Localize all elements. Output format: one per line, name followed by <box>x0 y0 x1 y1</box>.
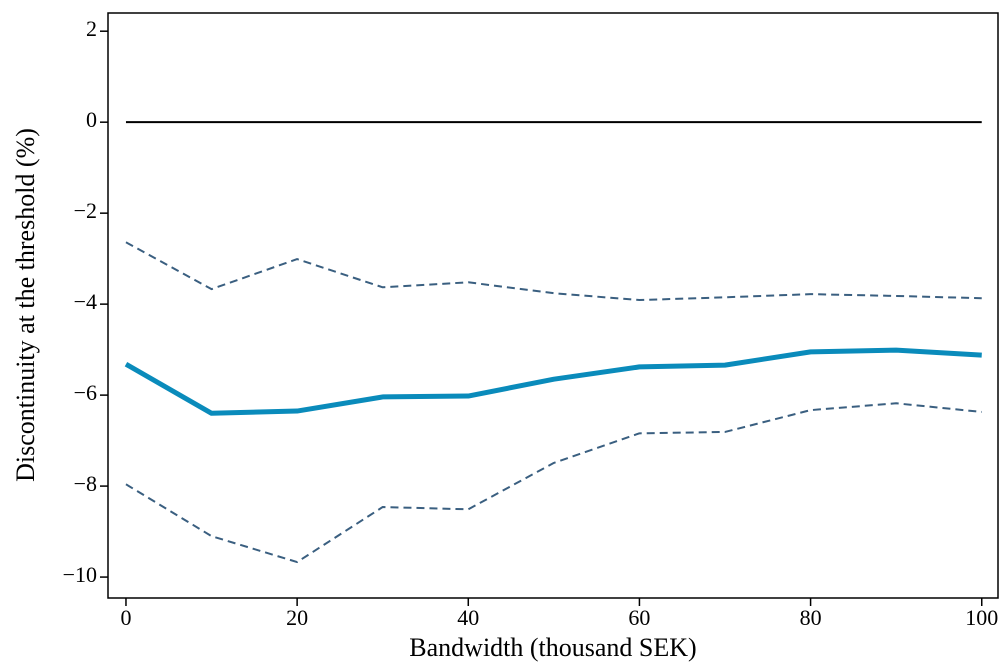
y-tick-label: −2 <box>74 198 97 223</box>
y-tick-label: −8 <box>74 471 97 496</box>
y-tick-label: 0 <box>86 107 97 132</box>
y-tick-label: 2 <box>86 16 97 41</box>
y-axis-label: Discontinuity at the threshold (%) <box>11 128 40 482</box>
series-line <box>125 241 982 302</box>
y-tick-label: −4 <box>74 289 97 314</box>
series-line <box>125 402 982 564</box>
x-tick-label: 40 <box>457 605 479 630</box>
y-tick-label: −10 <box>63 562 97 587</box>
x-tick-label: 60 <box>628 605 650 630</box>
x-tick-label: 100 <box>965 605 998 630</box>
x-tick-label: 20 <box>286 605 308 630</box>
plot-frame <box>107 12 999 599</box>
x-tick-label: 80 <box>800 605 822 630</box>
x-tick-label: 0 <box>120 605 131 630</box>
x-axis-label: Bandwidth (thousand SEK) <box>409 633 696 662</box>
series-line <box>124 347 982 416</box>
y-tick-label: −6 <box>74 380 97 405</box>
